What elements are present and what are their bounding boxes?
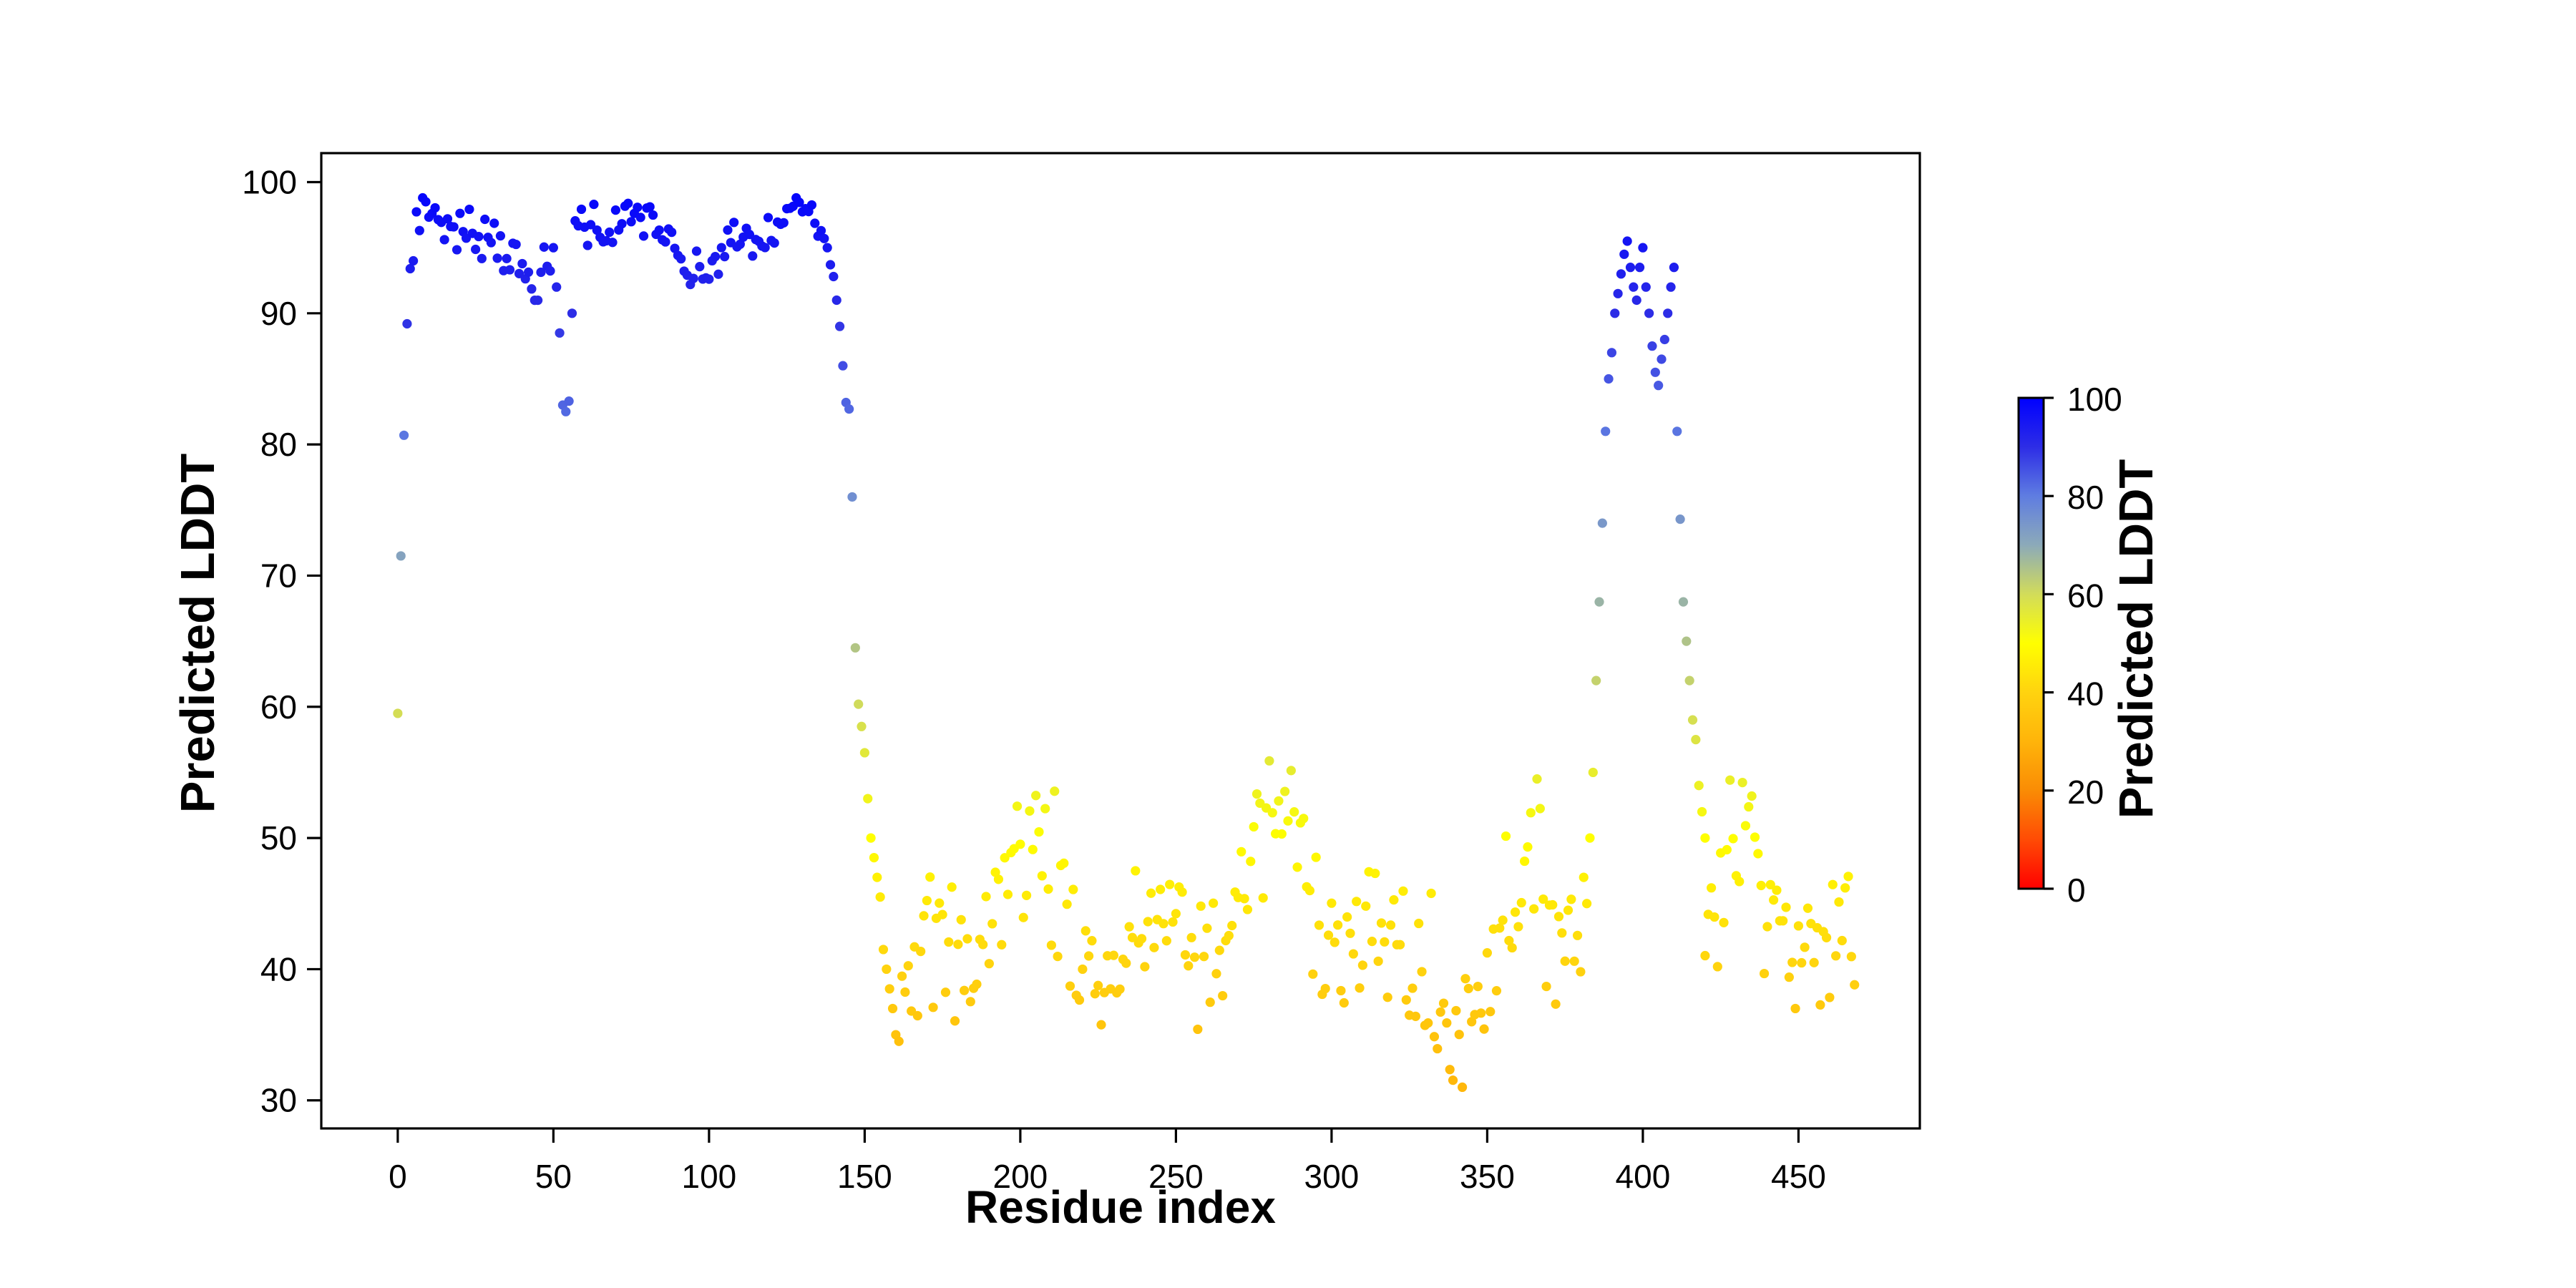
svg-text:450: 450: [1771, 1158, 1826, 1195]
svg-text:70: 70: [260, 557, 297, 594]
svg-text:400: 400: [1616, 1158, 1671, 1195]
svg-text:Residue index: Residue index: [965, 1181, 1276, 1233]
svg-text:350: 350: [1460, 1158, 1515, 1195]
svg-text:100: 100: [2067, 381, 2122, 418]
svg-text:80: 80: [260, 426, 297, 463]
svg-text:30: 30: [260, 1082, 297, 1119]
svg-text:90: 90: [260, 295, 297, 332]
svg-text:80: 80: [2067, 479, 2104, 516]
svg-text:50: 50: [535, 1158, 572, 1195]
svg-text:40: 40: [260, 950, 297, 987]
svg-text:50: 50: [260, 819, 297, 857]
svg-text:20: 20: [2067, 774, 2104, 811]
svg-text:100: 100: [682, 1158, 737, 1195]
svg-text:60: 60: [260, 688, 297, 726]
svg-text:60: 60: [2067, 577, 2104, 614]
svg-text:0: 0: [389, 1158, 407, 1195]
svg-text:100: 100: [242, 164, 297, 201]
svg-text:0: 0: [2067, 872, 2086, 909]
svg-text:Predicted LDDT: Predicted LDDT: [171, 454, 225, 814]
svg-text:150: 150: [837, 1158, 892, 1195]
svg-text:40: 40: [2067, 675, 2104, 713]
svg-text:Predicted LDDT: Predicted LDDT: [2109, 459, 2163, 819]
svg-text:300: 300: [1304, 1158, 1360, 1195]
